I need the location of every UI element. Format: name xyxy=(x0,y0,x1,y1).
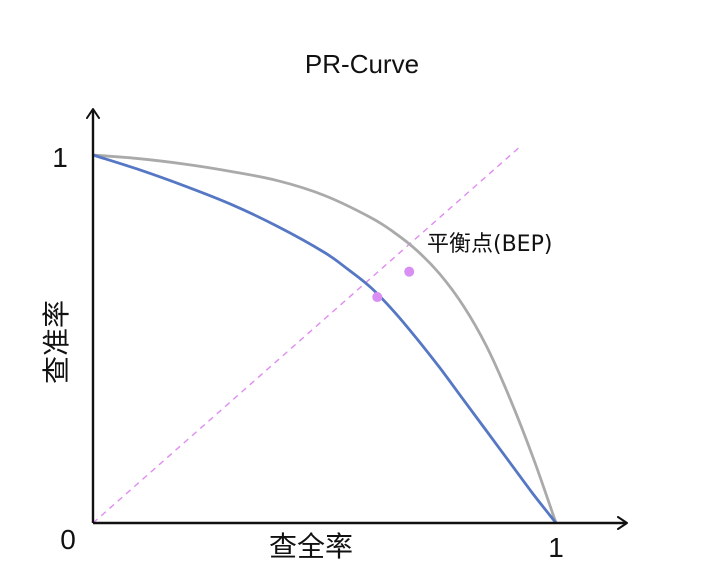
bep-annotation: 平衡点(BEP) xyxy=(427,232,552,257)
y-max-tick-label: 1 xyxy=(52,142,68,173)
x-axis-label: 查全率 xyxy=(269,530,353,563)
chart-title: PR-Curve xyxy=(305,49,419,79)
pr-curve-outer xyxy=(92,153,558,524)
y-axis-label: 查准率 xyxy=(40,300,73,384)
diagonal-reference-line xyxy=(92,147,520,524)
bep-point-inner xyxy=(372,292,383,303)
origin-tick-label: 0 xyxy=(60,524,76,555)
pr-curve-inner xyxy=(92,153,558,524)
x-max-tick-label: 1 xyxy=(548,532,564,563)
bep-point-outer xyxy=(404,266,415,277)
